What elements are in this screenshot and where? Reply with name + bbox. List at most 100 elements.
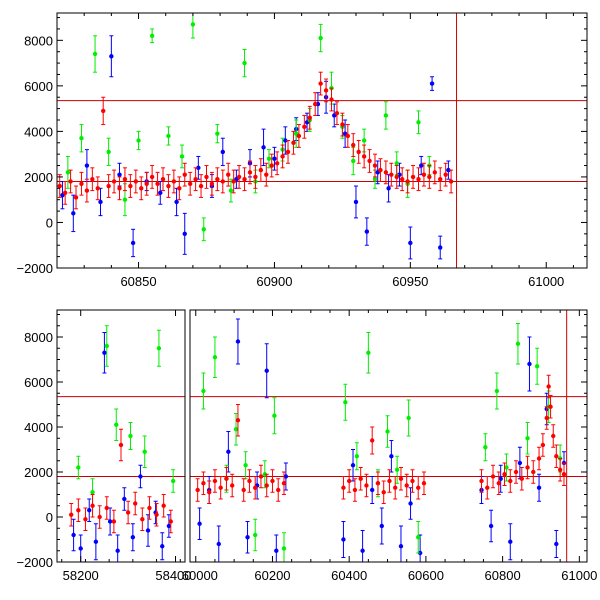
top-red-point [448, 179, 454, 184]
bottom-red-point [104, 505, 109, 511]
top-red-point [285, 149, 291, 155]
bottom-red-point [496, 481, 501, 486]
bottom-xtick-label: 60600 [408, 568, 444, 583]
top-panel-ticks: 60850 60900 60950 61000 −2000 0 2000 4000 6000 80… [16, 13, 587, 289]
bottom-red-point [235, 418, 241, 423]
top-red-point [372, 163, 378, 168]
bottom-green-point [142, 449, 147, 454]
bottom-blue-point [508, 539, 513, 544]
top-red-point [95, 186, 100, 191]
top-blue-point [71, 211, 76, 216]
top-red-point [187, 181, 193, 186]
bottom-red-point [270, 478, 275, 484]
top-red-point [383, 170, 389, 175]
bottom-red-point [253, 485, 258, 490]
bottom-ytick-label: 8000 [24, 330, 53, 345]
top-blue-point [109, 54, 114, 59]
top-blue-point [261, 145, 266, 150]
bottom-xtick-label: 61000 [561, 568, 597, 583]
top-red-point [307, 115, 312, 120]
bottom-xtick-label: 60400 [331, 568, 367, 583]
top-blue-point [364, 229, 370, 234]
top-green-point [215, 131, 220, 136]
bottom-red-point [281, 481, 287, 486]
bottom-blue-point [235, 339, 241, 344]
top-blue-point [272, 156, 277, 161]
bottom-green-point [253, 532, 258, 538]
bottom-green-point [201, 388, 206, 394]
bottom-blue-point [115, 548, 120, 553]
bottom-red-point [276, 487, 281, 493]
top-green-point [65, 170, 71, 175]
top-blue-point [446, 167, 451, 173]
bottom-xtick-label: 60800 [485, 568, 521, 583]
top-green-point [394, 161, 399, 166]
top-red-point [274, 161, 280, 166]
top-red-point [356, 149, 361, 155]
bottom-panel-data [57, 310, 587, 563]
bottom-red-point [398, 476, 404, 481]
top-red-point [144, 181, 149, 186]
bottom-red-point [111, 519, 117, 524]
top-panel: 60850 60900 60950 61000 −2000 0 2000 4000 6000 80… [16, 12, 588, 289]
bottom-blue-point [160, 544, 165, 549]
top-red-point [139, 186, 144, 191]
bottom-blue-point [283, 474, 289, 479]
top-red-point [106, 183, 111, 189]
top-red-point [253, 174, 258, 180]
bottom-blue-point [341, 537, 346, 542]
top-blue-point [283, 138, 288, 143]
bottom-green-point [406, 415, 411, 421]
top-red-point [389, 172, 394, 177]
bottom-xtick-label: 58200 [63, 568, 99, 583]
bottom-red-point [258, 474, 264, 479]
top-red-point [399, 177, 405, 182]
top-red-point [280, 154, 285, 159]
top-xtick-label: 61000 [528, 274, 564, 289]
top-red-point [166, 183, 171, 189]
top-green-point [166, 133, 171, 139]
top-red-point [111, 179, 117, 184]
bottom-red-point [212, 478, 218, 484]
top-blue-point [117, 172, 122, 177]
bottom-green-point [272, 413, 277, 418]
bottom-red-point [147, 505, 152, 511]
bottom-red-point [548, 404, 553, 409]
top-red-point [79, 181, 84, 186]
top-red-point [264, 172, 269, 177]
top-blue-point [429, 81, 435, 86]
bottom-red-point [393, 485, 398, 490]
top-blue-point [174, 199, 179, 205]
bottom-green-point [525, 436, 530, 441]
bottom-panel-right-frame [189, 309, 588, 563]
bottom-red-point [168, 519, 173, 524]
bottom-blue-point [71, 532, 76, 538]
bottom-red-point [241, 487, 246, 493]
bottom-red-point [525, 465, 530, 470]
top-green-point [190, 22, 196, 27]
top-blue-point [196, 165, 201, 171]
top-red-point [291, 140, 296, 145]
top-ytick-label: 4000 [24, 124, 53, 139]
top-red-point [378, 167, 383, 173]
top-blue-point [220, 149, 225, 155]
top-green-point [228, 188, 234, 193]
bottom-red-point [544, 415, 549, 421]
top-red-point [128, 183, 133, 189]
top-green-point [351, 158, 356, 164]
bottom-green-point [90, 490, 95, 495]
top-red-point [351, 142, 356, 148]
bottom-green-point [515, 341, 521, 346]
bottom-red-point [133, 501, 138, 506]
bottom-blue-point [398, 544, 404, 549]
bottom-red-point [513, 469, 519, 475]
bottom-red-point [531, 469, 536, 475]
top-red-point [313, 101, 318, 107]
bottom-blue-point [536, 485, 542, 490]
top-red-point [296, 133, 302, 139]
top-red-point [394, 174, 399, 180]
bottom-green-point [156, 346, 162, 351]
bottom-blue-point [369, 487, 375, 493]
top-blue-point [419, 163, 424, 168]
